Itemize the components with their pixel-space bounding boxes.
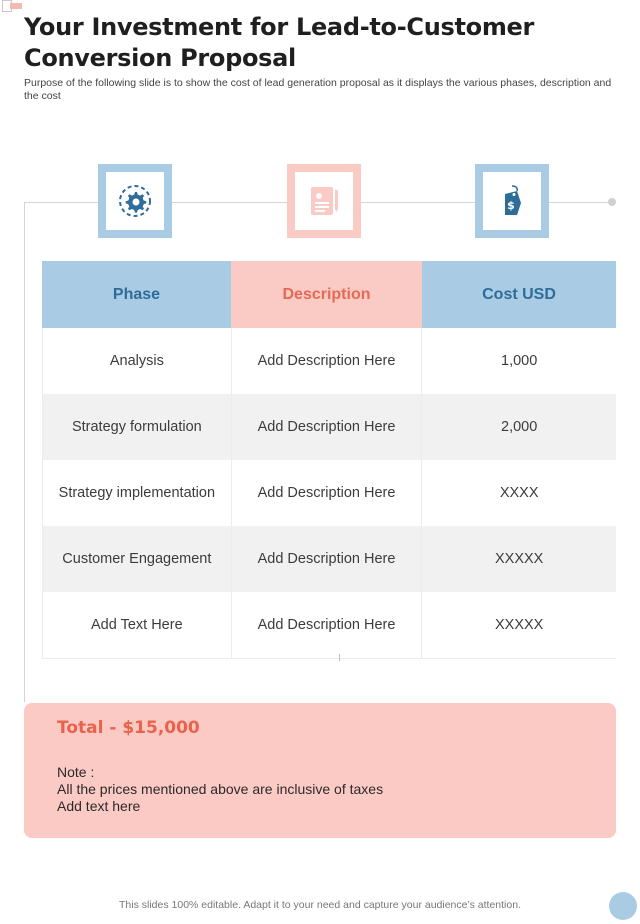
cell-description: Add Description Here (232, 394, 423, 460)
corner-logo-mark (0, 0, 22, 14)
frame-line-left (24, 202, 25, 702)
cell-phase: Customer Engagement (43, 526, 232, 592)
description-icon-box (287, 164, 361, 238)
cell-description: Add Description Here (232, 592, 423, 658)
table-body: Analysis Add Description Here 1,000 Stra… (42, 328, 616, 659)
cell-description: Add Description Here (232, 460, 423, 526)
cell-phase: Analysis (43, 328, 232, 394)
note-line: All the prices mentioned above are inclu… (57, 781, 384, 797)
note-text: Note : All the prices mentioned above ar… (57, 764, 383, 815)
cost-table: Phase Description Cost USD Analysis Add … (42, 261, 616, 661)
page-title: Your Investment for Lead-to-Customer Con… (24, 13, 535, 72)
cell-cost: XXXXX (494, 617, 544, 633)
document-pen-icon (311, 187, 338, 215)
total-panel: Total - $15,000 Note : All the prices me… (24, 703, 616, 838)
table-row: Strategy formulation Add Description Her… (43, 394, 616, 460)
cell-phase: Strategy implementation (43, 460, 232, 526)
phase-icon-box (98, 164, 172, 238)
table-row: Customer Engagement Add Description Here… (43, 526, 616, 592)
table-tick-mark (339, 654, 340, 661)
cost-icon-box: $ (475, 164, 549, 238)
cell-cost: XXXXX (494, 551, 544, 567)
cell-phase: Add Text Here (43, 592, 232, 658)
dollar-tag-icon: $ (505, 185, 521, 215)
table-row: Analysis Add Description Here 1,000 (43, 328, 616, 394)
cell-description: Add Description Here (232, 328, 423, 394)
footer-text: This slides 100% editable. Adapt it to y… (119, 899, 521, 911)
table-row: Add Text Here Add Description Here XXXXX (43, 592, 616, 658)
table-header: Phase Description Cost USD (42, 261, 616, 328)
cell-phase: Strategy formulation (43, 394, 232, 460)
header-cost: Cost USD (422, 261, 616, 328)
cell-description: Add Description Here (232, 526, 423, 592)
table-row: Strategy implementation Add Description … (43, 460, 616, 526)
cell-cost: 1,000 (501, 353, 538, 369)
footer-decor-dot (609, 892, 637, 920)
note-line: Note : (57, 764, 95, 780)
header-description: Description (231, 261, 422, 328)
total-amount: Total - $15,000 (57, 718, 200, 738)
cell-cost: 2,000 (501, 419, 538, 435)
header-phase: Phase (42, 261, 231, 328)
gear-icon (119, 185, 151, 217)
cell-cost: XXXX (499, 485, 539, 501)
page-subtitle: Purpose of the following slide is to sho… (24, 77, 612, 102)
frame-dot (608, 198, 616, 206)
svg-text:$: $ (507, 199, 515, 212)
note-line: Add text here (57, 798, 141, 814)
